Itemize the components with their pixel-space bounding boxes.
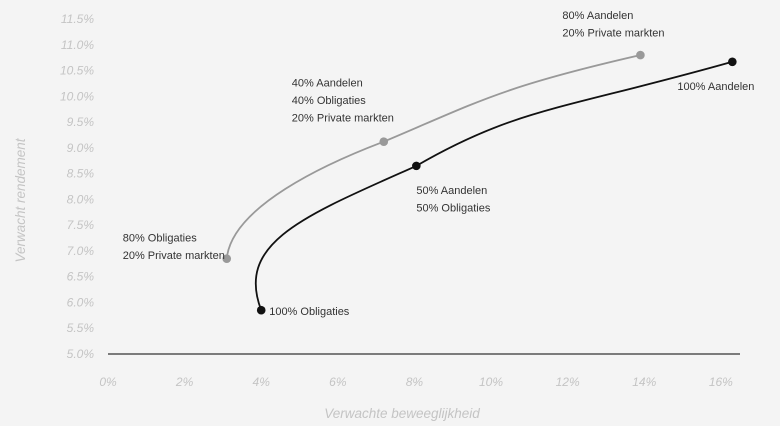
y-tick-label: 11.0%: [61, 38, 94, 52]
x-axis-title: Verwachte beweeglijkheid: [324, 406, 480, 421]
data-point-2-2: [412, 161, 421, 171]
y-tick-label: 11.5%: [61, 12, 94, 26]
x-tick-label: 12%: [556, 375, 580, 389]
y-tick-label: 6.0%: [67, 295, 95, 309]
data-point-1-2: [379, 137, 389, 146]
point-annotation: 40% Obligaties: [292, 95, 366, 107]
point-annotation: 20% Private markten: [562, 28, 664, 40]
x-tick-label: 14%: [632, 375, 656, 389]
point-annotation: 80% Aandelen: [562, 10, 633, 22]
point-annotation: 50% Obligaties: [416, 202, 490, 214]
y-tick-label: 6.5%: [67, 270, 95, 284]
point-annotation: 40% Aandelen: [292, 78, 363, 90]
x-tick-label: 16%: [709, 375, 733, 389]
point-annotation: 100% Aandelen: [677, 81, 754, 93]
data-point-2-1: [256, 305, 266, 315]
data-point-1-3: [636, 50, 645, 60]
y-tick-label: 9.5%: [67, 115, 95, 129]
x-tick-label: 2%: [175, 375, 194, 389]
y-tick-label: 7.5%: [67, 218, 95, 232]
point-annotation: 20% Private markten: [123, 250, 225, 262]
point-annotation: 20% Private markten: [292, 113, 394, 125]
x-tick-label: 0%: [99, 375, 117, 389]
point-annotation: 80% Obligaties: [123, 233, 197, 245]
x-tick-label: 8%: [406, 375, 424, 389]
y-tick-label: 5.0%: [67, 347, 95, 361]
data-point-2-3: [728, 57, 737, 67]
y-tick-label: 10.0%: [60, 89, 94, 103]
y-tick-label: 8.0%: [67, 192, 95, 206]
x-tick-label: 4%: [253, 375, 271, 389]
y-tick-label: 9.0%: [67, 141, 95, 155]
y-tick-label: 10.5%: [60, 64, 94, 78]
point-annotation: 50% Aandelen: [416, 185, 487, 197]
y-tick-label: 7.0%: [67, 244, 95, 258]
y-tick-label: 8.5%: [67, 167, 95, 181]
x-tick-label: 6%: [329, 375, 347, 389]
y-tick-label: 5.5%: [67, 321, 95, 335]
data-point-1-1: [222, 254, 232, 263]
point-annotation: 100% Obligaties: [269, 306, 350, 318]
y-axis-title: Verwacht rendement: [13, 137, 28, 262]
x-tick-label: 10%: [479, 375, 503, 389]
